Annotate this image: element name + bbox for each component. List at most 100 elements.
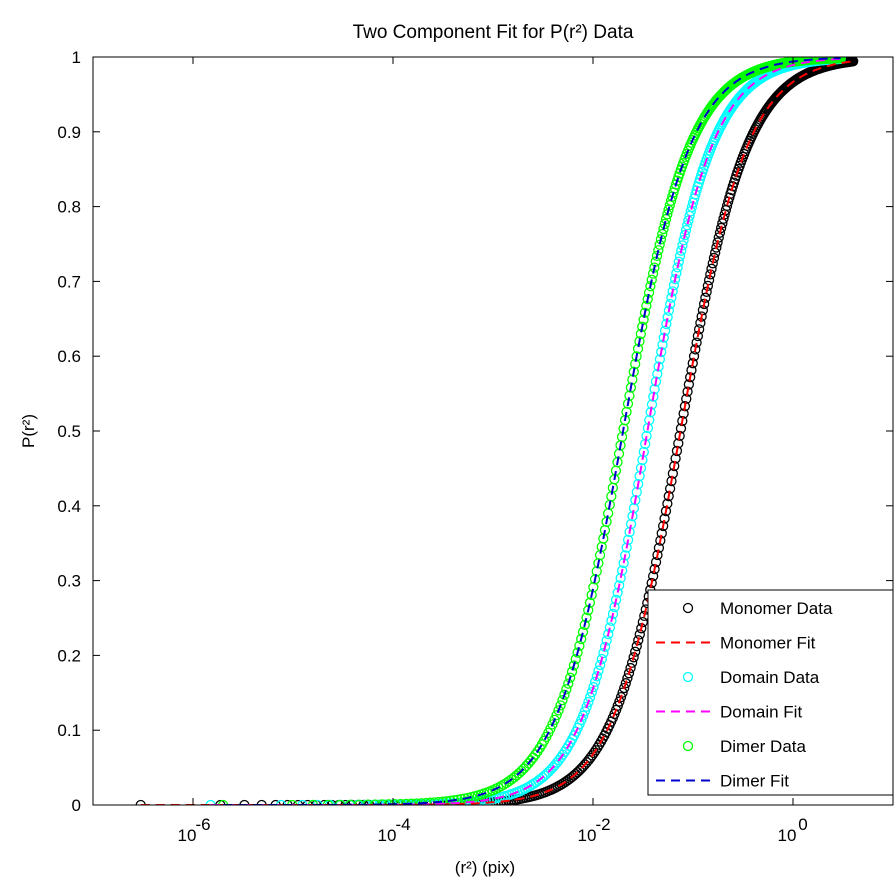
x-tick-label: 10 — [378, 826, 397, 845]
data-point — [549, 714, 560, 726]
data-point — [501, 777, 512, 789]
data-point — [576, 633, 587, 645]
y-axis-label: P(r²) — [19, 414, 38, 448]
data-point — [712, 237, 723, 248]
data-point — [592, 742, 603, 753]
data-point — [566, 666, 578, 677]
data-point — [658, 223, 669, 235]
series-line-3 — [210, 57, 841, 805]
data-point — [581, 701, 592, 712]
data-point — [657, 228, 668, 240]
data-point — [617, 687, 628, 698]
data-point — [574, 640, 585, 652]
data-point — [683, 215, 694, 226]
data-point — [653, 245, 664, 256]
data-point — [598, 647, 609, 659]
data-point — [625, 662, 636, 674]
data-point — [601, 635, 612, 646]
y-tick-label: 0.6 — [57, 347, 81, 366]
y-tick-label: 0.2 — [57, 646, 81, 665]
data-point — [590, 745, 601, 756]
data-point — [626, 657, 638, 668]
x-tick-label: 10 — [778, 826, 797, 845]
data-point — [561, 684, 572, 695]
x-tick-exponent: -6 — [195, 815, 210, 834]
data-point — [572, 647, 583, 658]
data-point — [679, 229, 690, 241]
data-point — [583, 605, 594, 616]
data-point — [628, 652, 639, 663]
x-tick-exponent: -4 — [395, 815, 410, 834]
data-point — [655, 234, 667, 245]
data-point — [620, 678, 631, 689]
data-point — [577, 626, 589, 638]
x-tick-exponent: -2 — [595, 815, 610, 834]
data-point — [557, 695, 568, 706]
data-point — [631, 640, 642, 652]
data-point — [623, 668, 635, 679]
data-point — [619, 682, 630, 694]
data-point — [637, 617, 648, 628]
data-point — [583, 696, 594, 708]
legend-box — [647, 589, 894, 796]
data-point — [603, 628, 614, 640]
legend-label: Dimer Data — [720, 737, 807, 756]
x-axis-label: (r²) (pix) — [455, 858, 515, 877]
data-point — [714, 227, 726, 238]
data-point — [495, 780, 507, 792]
data-point — [579, 706, 591, 717]
data-point — [659, 218, 670, 230]
y-tick-label: 0 — [72, 796, 81, 815]
y-tick-label: 0.7 — [57, 272, 81, 291]
data-point — [570, 653, 581, 665]
data-point — [570, 768, 581, 780]
data-point — [596, 653, 607, 665]
data-point — [586, 687, 597, 698]
chart-title: Two Component Fit for P(r²) Data — [353, 22, 634, 43]
data-point — [594, 739, 605, 750]
data-point — [587, 750, 598, 761]
data-point — [584, 692, 596, 703]
legend-label: Domain Fit — [720, 703, 802, 722]
data-point — [711, 242, 722, 253]
legend: Monomer Data Monomer Fit Domain Data Domain… — [647, 589, 894, 796]
legend-label: Dimer Fit — [720, 772, 789, 791]
data-point — [633, 635, 644, 646]
data-point — [588, 681, 599, 693]
data-point — [707, 258, 718, 269]
data-point — [568, 660, 580, 671]
data-point — [676, 245, 687, 256]
data-point — [615, 691, 627, 703]
y-tick-label: 0.8 — [57, 198, 81, 217]
data-point — [680, 224, 692, 236]
data-point — [563, 678, 574, 689]
y-tick-label: 0.5 — [57, 422, 81, 441]
x-tick-label: 10 — [578, 826, 597, 845]
data-point — [682, 220, 693, 231]
data-point — [604, 622, 615, 633]
data-point — [630, 646, 641, 657]
data-point — [579, 619, 590, 631]
data-point — [636, 623, 647, 634]
data-point — [593, 665, 604, 676]
y-tick-label: 0.3 — [57, 572, 81, 591]
legend-marker — [682, 671, 694, 683]
data-point — [588, 747, 600, 759]
data-point — [690, 189, 701, 200]
data-point — [713, 232, 724, 243]
data-point — [622, 673, 633, 684]
data-point — [595, 659, 606, 671]
y-tick-label: 1 — [72, 48, 81, 67]
data-point — [553, 705, 564, 716]
y-tick-label: 0.9 — [57, 123, 81, 142]
data-point — [591, 671, 603, 682]
data-point — [565, 672, 576, 683]
data-point — [555, 700, 566, 711]
data-point — [599, 641, 611, 652]
data-point — [572, 767, 583, 778]
data-point — [678, 235, 689, 246]
series-line-5 — [223, 57, 841, 805]
data-point — [581, 612, 592, 623]
data-point — [654, 239, 665, 250]
